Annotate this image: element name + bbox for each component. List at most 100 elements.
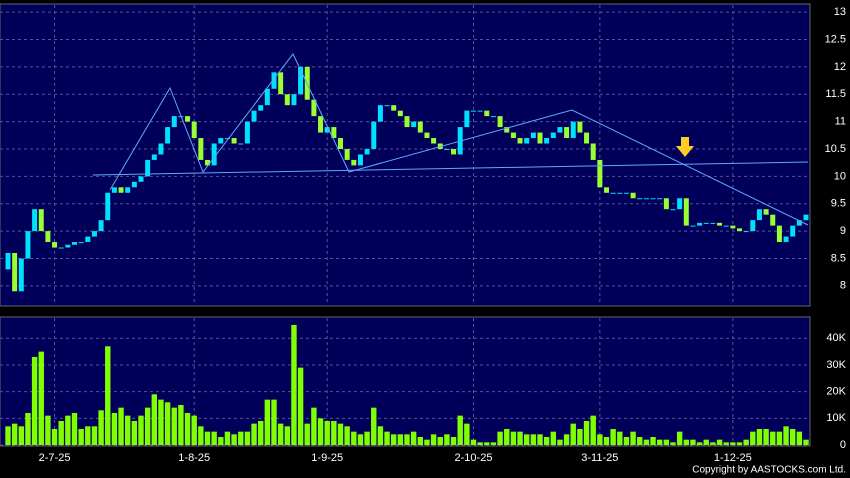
- volume-bar: [563, 434, 570, 445]
- volume-bar: [291, 324, 297, 445]
- candle: [165, 127, 171, 144]
- candle: [364, 148, 370, 155]
- volume-bar: [410, 431, 417, 445]
- volume-bar: [430, 434, 437, 445]
- volume-bar: [657, 439, 663, 445]
- volume-bar: [736, 442, 743, 445]
- candle: [803, 214, 809, 221]
- candle: [264, 88, 270, 106]
- x-tick-label: 1-9-25: [311, 452, 343, 464]
- candle: [670, 209, 676, 211]
- candle: [118, 187, 124, 193]
- volume-bar: [730, 442, 736, 445]
- volume-bar: [218, 436, 224, 445]
- x-tick-label: 3-11-25: [581, 452, 618, 464]
- candle: [490, 116, 496, 118]
- candle: [91, 231, 97, 237]
- volume-bar: [297, 367, 304, 445]
- copyright: Copyright by AASTOCKS.com Ltd.: [692, 465, 846, 476]
- candle: [331, 127, 337, 139]
- volume-bar: [71, 412, 78, 445]
- y-tick-label: 10K: [826, 412, 846, 424]
- candle: [351, 159, 357, 166]
- volume-bar: [696, 442, 703, 445]
- volume-bar: [537, 434, 543, 445]
- volume-bar: [716, 439, 723, 445]
- volume-bar: [510, 431, 517, 445]
- volume-bar: [610, 428, 616, 445]
- candle: [25, 231, 31, 259]
- volume-bar: [517, 431, 523, 445]
- candle: [577, 121, 583, 133]
- candle: [52, 242, 58, 248]
- volume-bar: [637, 436, 643, 445]
- volume-bar: [198, 426, 204, 445]
- candle: [211, 143, 217, 166]
- candle: [125, 187, 131, 193]
- candle: [597, 159, 603, 188]
- volume-bar: [91, 426, 98, 445]
- volume-bar: [158, 399, 164, 445]
- candle: [238, 143, 244, 145]
- volume-bar: [404, 434, 410, 445]
- candle: [796, 220, 802, 226]
- volume-bar: [497, 431, 503, 445]
- candle: [497, 116, 503, 128]
- candle: [105, 192, 111, 221]
- volume-bar: [18, 426, 24, 445]
- candle: [703, 222, 709, 224]
- candle: [198, 138, 204, 160]
- volume-bar: [131, 420, 138, 445]
- arrow: [676, 137, 694, 157]
- trend-line: [109, 53, 809, 226]
- candle: [224, 138, 230, 140]
- volume-bar: [464, 423, 470, 445]
- volume-bar: [164, 402, 171, 445]
- volume-bar: [264, 399, 271, 445]
- candle: [743, 231, 749, 233]
- candle: [677, 198, 683, 210]
- candle: [504, 127, 510, 133]
- volume-bar: [590, 415, 596, 445]
- candle: [510, 132, 516, 139]
- candle: [663, 198, 669, 210]
- candle: [318, 116, 324, 133]
- volume-bar: [211, 431, 217, 445]
- candle: [484, 110, 490, 117]
- candle: [38, 209, 44, 232]
- volume-bar: [151, 394, 157, 445]
- candle: [18, 258, 24, 292]
- y-tick-label: 30K: [826, 359, 846, 371]
- volume-bar: [504, 428, 510, 445]
- y-tick-label: 13: [834, 6, 846, 18]
- candle: [464, 110, 470, 128]
- candle: [371, 121, 377, 149]
- candle: [604, 187, 609, 193]
- candle: [550, 132, 556, 139]
- y-tick-label: 20K: [826, 386, 846, 398]
- candle: [357, 154, 363, 166]
- volume-bar: [450, 436, 457, 445]
- volume-bar: [351, 431, 357, 445]
- volume-bar: [311, 407, 317, 445]
- volume-bar: [25, 412, 31, 445]
- volume-bar: [557, 439, 563, 445]
- candle: [98, 220, 104, 232]
- candle: [151, 154, 157, 160]
- candle: [65, 244, 71, 248]
- volume-bar: [444, 434, 450, 445]
- volume-bar: [524, 434, 530, 445]
- candle: [311, 99, 317, 117]
- candle: [158, 143, 164, 155]
- volume-bar: [776, 431, 783, 445]
- candle: [590, 143, 596, 160]
- volume-bar: [490, 442, 497, 445]
- candle: [251, 110, 257, 122]
- candle: [637, 198, 643, 200]
- volume-bar: [643, 439, 650, 445]
- candle: [557, 127, 563, 133]
- volume-bar: [670, 442, 676, 445]
- volume-bar: [470, 439, 477, 445]
- candle: [517, 138, 523, 144]
- volume-bar: [417, 436, 423, 445]
